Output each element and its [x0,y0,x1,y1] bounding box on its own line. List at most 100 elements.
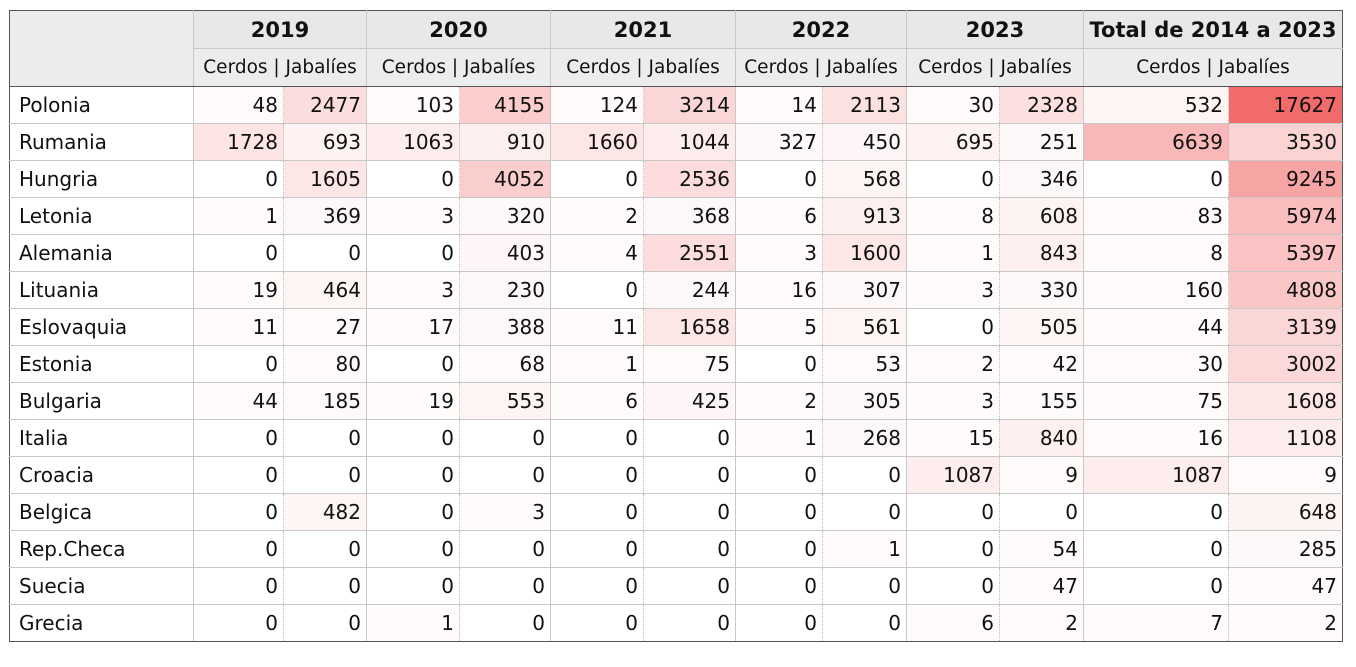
table-row: Hungria 0 1605 0 4052 0 2536 0 568 0 346 0 9245 [9,160,1343,198]
cerdos-cell: 83 [1083,197,1229,235]
cerdos-cell: 4 [550,234,644,272]
cerdos-cell: 75 [1083,382,1229,420]
cerdos-cell: 6 [735,197,823,235]
jabalies-cell: 2328 [999,86,1084,124]
country-cell: Bulgaria [9,382,194,420]
cerdos-cell: 48 [193,86,284,124]
jabalies-cell: 2113 [822,86,907,124]
jabalies-cell: 1 [822,530,907,568]
table-row: Croacia 0 0 0 0 0 0 0 0 1087 9 1087 9 [9,456,1343,494]
jabalies-cell: 1108 [1228,419,1343,457]
country-cell: Suecia [9,567,194,605]
subheader-label: Cerdos | Jabalíes [366,48,551,87]
jabalies-cell: 0 [643,567,736,605]
jabalies-cell: 0 [283,234,367,272]
jabalies-cell: 0 [643,493,736,531]
cerdos-cell: 1 [735,419,823,457]
jabalies-cell: 330 [999,271,1084,309]
jabalies-cell: 320 [459,197,551,235]
jabalies-cell: 230 [459,271,551,309]
cerdos-cell: 7 [1083,604,1229,642]
cerdos-cell: 103 [366,86,460,124]
jabalies-cell: 1608 [1228,382,1343,420]
jabalies-cell: 305 [822,382,907,420]
jabalies-cell: 268 [822,419,907,457]
jabalies-cell: 0 [643,530,736,568]
cerdos-cell: 0 [1083,493,1229,531]
cerdos-cell: 0 [366,493,460,531]
country-cell: Rep.Checa [9,530,194,568]
cerdos-cell: 19 [193,271,284,309]
jabalies-cell: 0 [459,456,551,494]
jabalies-cell: 2 [999,604,1084,642]
jabalies-cell: 0 [822,456,907,494]
cerdos-cell: 327 [735,123,823,161]
cerdos-cell: 0 [193,493,284,531]
jabalies-cell: 843 [999,234,1084,272]
table-row: Suecia 0 0 0 0 0 0 0 0 0 47 0 47 [9,567,1343,605]
jabalies-cell: 693 [283,123,367,161]
data-table: 2019 2020 2021 2022 2023 Total de 2014 a… [9,10,1343,642]
jabalies-cell: 1605 [283,160,367,198]
cerdos-cell: 0 [906,308,1000,346]
jabalies-cell: 388 [459,308,551,346]
cerdos-cell: 44 [1083,308,1229,346]
total-header: Total de 2014 a 2023 [1083,10,1343,49]
cerdos-cell: 6 [550,382,644,420]
jabalies-cell: 910 [459,123,551,161]
table-container: 2019 2020 2021 2022 2023 Total de 2014 a… [9,10,1343,642]
cerdos-cell: 3 [366,271,460,309]
jabalies-cell: 307 [822,271,907,309]
cerdos-cell: 1660 [550,123,644,161]
jabalies-cell: 9245 [1228,160,1343,198]
cerdos-cell: 0 [366,345,460,383]
cerdos-cell: 15 [906,419,1000,457]
cerdos-cell: 17 [366,308,460,346]
jabalies-cell: 648 [1228,493,1343,531]
jabalies-cell: 482 [283,493,367,531]
cerdos-cell: 30 [906,86,1000,124]
jabalies-cell: 0 [643,419,736,457]
jabalies-cell: 369 [283,197,367,235]
jabalies-cell: 155 [999,382,1084,420]
subheader-label: Cerdos | Jabalíes [550,48,736,87]
table-row: Eslovaquia 11 27 17 388 11 1658 5 561 0 505 44 3139 [9,308,1343,346]
jabalies-cell: 2551 [643,234,736,272]
jabalies-cell: 0 [643,456,736,494]
cerdos-cell: 0 [193,160,284,198]
cerdos-cell: 0 [550,567,644,605]
table-row: Italia 0 0 0 0 0 0 1 268 15 840 16 1108 [9,419,1343,457]
cerdos-cell: 0 [366,456,460,494]
cerdos-cell: 0 [366,530,460,568]
cerdos-cell: 0 [193,530,284,568]
jabalies-cell: 1658 [643,308,736,346]
jabalies-cell: 0 [822,604,907,642]
jabalies-cell: 2536 [643,160,736,198]
jabalies-cell: 425 [643,382,736,420]
cerdos-cell: 0 [193,456,284,494]
cerdos-cell: 1 [366,604,460,642]
jabalies-cell: 0 [283,456,367,494]
cerdos-cell: 0 [193,345,284,383]
cerdos-cell: 0 [735,160,823,198]
jabalies-cell: 68 [459,345,551,383]
cerdos-cell: 6639 [1083,123,1229,161]
jabalies-cell: 47 [1228,567,1343,605]
cerdos-cell: 0 [366,567,460,605]
cerdos-cell: 0 [366,234,460,272]
cerdos-cell: 11 [550,308,644,346]
cerdos-cell: 2 [550,197,644,235]
jabalies-cell: 3214 [643,86,736,124]
cerdos-cell: 0 [906,160,1000,198]
table-row: Estonia 0 80 0 68 1 75 0 53 2 42 30 3002 [9,345,1343,383]
cerdos-cell: 1 [193,197,284,235]
cerdos-cell: 124 [550,86,644,124]
cerdos-cell: 16 [735,271,823,309]
jabalies-cell: 0 [822,567,907,605]
jabalies-cell: 0 [822,493,907,531]
jabalies-cell: 3 [459,493,551,531]
subheader-row: Cerdos | Jabalíes Cerdos | Jabalíes Cerd… [10,48,1343,87]
cerdos-cell: 1087 [1083,456,1229,494]
country-cell: Polonia [9,86,194,124]
cerdos-cell: 0 [735,345,823,383]
